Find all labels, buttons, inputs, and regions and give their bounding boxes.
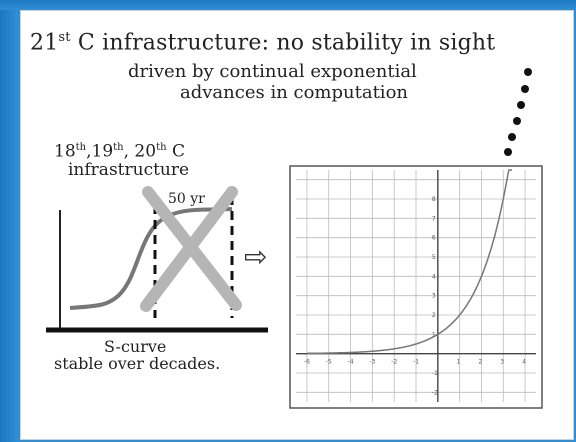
x-tick-label: -4 — [348, 359, 354, 366]
trend-dot — [521, 85, 529, 93]
slide-subtitle-line1: driven by continual exponential — [128, 61, 417, 82]
x-tick-label: -5 — [326, 359, 332, 366]
x-tick-label: -2 — [391, 359, 397, 366]
trend-dot — [517, 101, 525, 109]
trend-dot — [504, 148, 512, 156]
x-tick-label: 2 — [478, 359, 482, 366]
x-tick-label: -3 — [369, 359, 375, 366]
y-tick-label: 5 — [432, 254, 436, 261]
era-label-line2: infrastructure — [68, 159, 190, 180]
trend-dot — [513, 117, 521, 125]
slide-border-top — [0, 0, 576, 10]
slide-border-left — [0, 0, 18, 442]
slide-subtitle-line2: advances in computation — [180, 82, 408, 103]
x-tick-label: -1 — [413, 359, 419, 366]
era-label: 18th,19th, 20th C infrastructure — [54, 139, 254, 179]
trend-dot — [524, 68, 532, 76]
slide-title: 21st C infrastructure: no stability in s… — [30, 30, 496, 56]
y-tick-label: -1 — [432, 370, 438, 377]
chart-tick-labels: -6 -5 -4 -3 -2 -1 1 2 3 4 -2 -1 1 2 3 4 5 6 7 8 — [304, 196, 526, 396]
s-curve-label: S-curve — [104, 337, 167, 356]
s-curve-stability-text: stable over decades. — [54, 354, 221, 373]
exponential-curve — [306, 169, 512, 355]
window-label: 50 yr — [168, 191, 205, 207]
y-tick-label: 6 — [432, 235, 436, 242]
x-tick-label: 1 — [457, 359, 461, 366]
y-tick-label: 8 — [432, 196, 436, 203]
y-tick-label: 4 — [432, 273, 436, 280]
trend-dot — [508, 133, 516, 141]
x-tick-label: -6 — [304, 359, 310, 366]
x-tick-label: 4 — [522, 359, 526, 366]
y-tick-label: 1 — [432, 331, 436, 338]
arrow-right-icon: ⇨ — [244, 240, 267, 273]
y-tick-label: 2 — [432, 312, 436, 319]
chart-axes — [296, 170, 536, 402]
y-tick-label: -2 — [432, 389, 438, 396]
s-curve-caption: S-curve stable over decades. — [54, 338, 274, 372]
cross-out-stroke-2 — [140, 186, 238, 312]
s-curve-line — [69, 207, 233, 310]
x-tick-label: 3 — [500, 359, 504, 366]
y-tick-label: 3 — [432, 293, 436, 300]
y-tick-label: 7 — [432, 215, 436, 222]
